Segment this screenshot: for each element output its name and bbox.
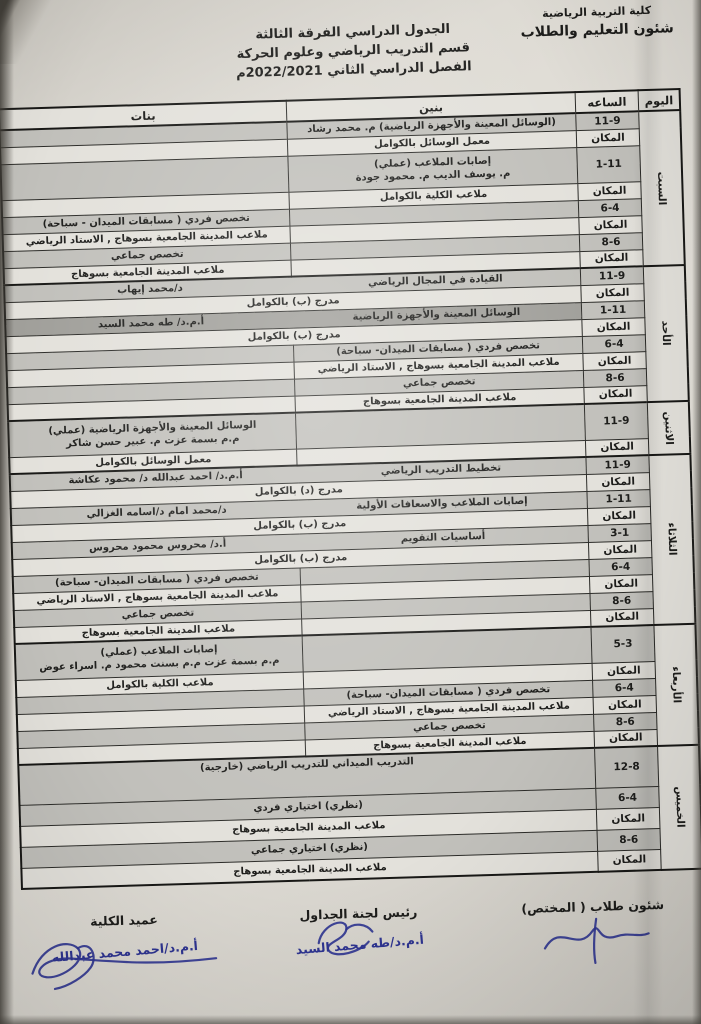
time-cell: 6-4	[595, 785, 660, 809]
time-cell: المكان	[589, 574, 653, 593]
time-cell: المكان	[585, 438, 649, 457]
time-cell: المكان	[579, 249, 644, 269]
time-cell: المكان	[590, 608, 654, 627]
signature-schedule-committee: رئيس لجنة الجداول أ.م.د/طه محمد السيد	[273, 903, 445, 992]
time-cell: المكان	[580, 283, 645, 303]
header-day: اليوم	[638, 89, 681, 112]
time-cell: المكان	[594, 729, 658, 748]
time-cell: 5-3	[590, 625, 656, 663]
time-cell: المكان	[576, 128, 640, 148]
time-cell: 8-6	[589, 591, 654, 610]
handwritten-signature-icon	[543, 917, 650, 965]
day-label-2: الاثنين	[647, 400, 691, 456]
time-cell: 8-6	[593, 712, 658, 731]
time-cell: المكان	[581, 317, 646, 337]
time-cell: 6-4	[592, 678, 657, 697]
time-cell: المكان	[578, 215, 643, 235]
day-label-1: الأحد	[643, 264, 689, 403]
signature-row: شئون طلاب ( المختص) رئيس لجنة الجداول أ.…	[31, 896, 680, 999]
time-cell: المكان	[586, 472, 650, 491]
time-cell: 11-9	[580, 266, 644, 286]
day-label-4: الأربعاء	[653, 623, 700, 746]
time-cell: المكان	[583, 385, 648, 405]
time-cell: المكان	[582, 351, 647, 371]
day-label-5: الخميس	[657, 744, 701, 870]
letterhead: كلية التربية الرياضية شئون التعليم والطل…	[0, 2, 689, 89]
handwritten-signature-icon	[31, 943, 218, 991]
time-cell: 6-4	[582, 334, 646, 354]
time-cell: 3-1	[587, 523, 652, 542]
time-cell: المكان	[597, 848, 662, 872]
time-cell: المكان	[588, 540, 652, 559]
signature-label: رئيس لجنة الجداول	[299, 904, 418, 923]
schedule-title: الجدول الدراسي الفرقة الثالثة قسم التدري…	[168, 18, 540, 85]
time-cell: 6-4	[578, 198, 642, 218]
time-cell: 8-6	[596, 827, 661, 851]
time-cell: 6-4	[588, 557, 653, 576]
time-cell: 11-9	[584, 402, 649, 440]
time-cell: المكان	[593, 695, 657, 714]
schedule-table: اليوم الساعه بنين بنات السبت 11-9 (الوسائل ال…	[0, 88, 701, 890]
day-label-3: الثلاثاء	[648, 453, 696, 626]
time-cell: المكان	[587, 506, 651, 525]
time-cell: 11-9	[585, 455, 650, 474]
time-cell: المكان	[577, 181, 642, 201]
time-cell: 1-11	[586, 489, 651, 508]
time-cell: المكان	[596, 806, 660, 830]
time-cell: 8-6	[579, 232, 643, 252]
faculty-header: كلية التربية الرياضية شئون التعليم والطل…	[520, 2, 674, 43]
day-label-0: السبت	[638, 110, 685, 267]
time-cell: 12-8	[594, 745, 659, 788]
handwritten-signature-icon	[317, 921, 374, 956]
time-cell: 8-6	[583, 368, 647, 388]
header-hour: الساعه	[575, 90, 639, 114]
education-student-affairs: شئون التعليم والطلاب	[520, 20, 674, 41]
time-cell: 11-9	[575, 111, 640, 131]
signature-label: عميد الكلية	[89, 911, 158, 929]
time-cell: 1-11	[581, 300, 645, 320]
signature-student-affairs: شئون طلاب ( المختص)	[508, 896, 680, 985]
signature-dean: عميد الكلية أ.م.د/احمد محمد عبدالله	[31, 910, 218, 999]
time-cell: المكان	[592, 661, 656, 680]
time-cell: 1-11	[576, 145, 641, 184]
